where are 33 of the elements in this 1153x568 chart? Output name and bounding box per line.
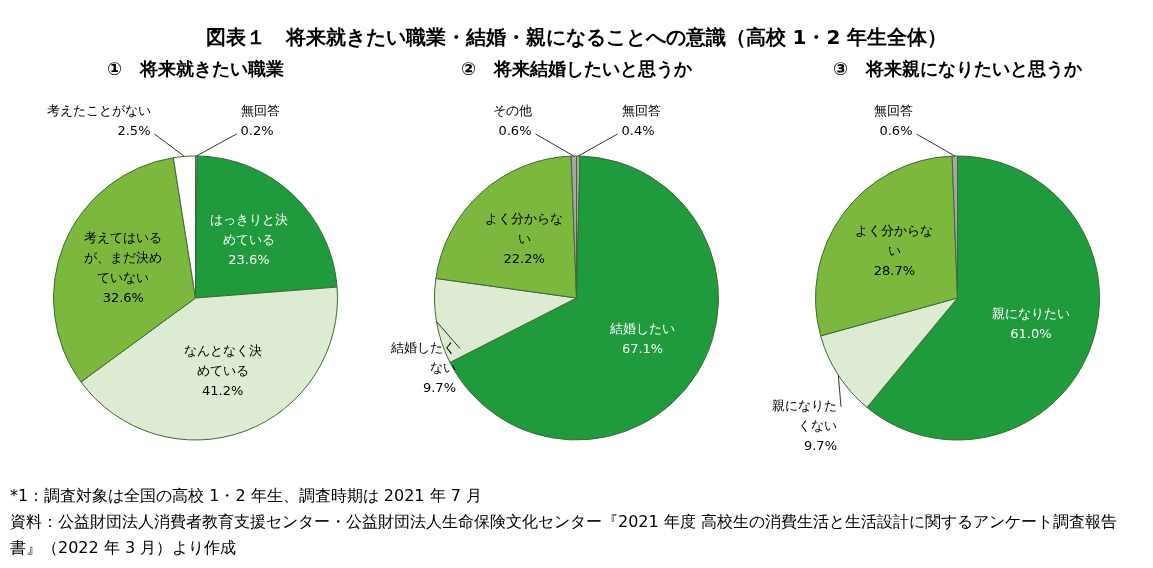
- chart-title: ③ 将来親になりたいと思うか: [831, 57, 1084, 81]
- data-label: 9.7%: [803, 438, 837, 454]
- slice-label: 親になりたくない: [772, 398, 837, 434]
- data-label: 32.6%: [102, 289, 144, 305]
- data-label: 2.5%: [117, 123, 151, 139]
- slice-label: なんとなく決めている: [183, 342, 262, 378]
- data-label: 0.6%: [879, 123, 913, 139]
- slice-label: 無回答: [873, 103, 913, 119]
- slice-label: 親になりたい: [991, 305, 1070, 321]
- data-label: 41.2%: [201, 382, 244, 398]
- data-label: 0.6%: [498, 123, 532, 139]
- slice-label: 考えたことがない: [46, 103, 151, 119]
- slice-label: 無回答: [621, 103, 661, 119]
- data-label: 67.1%: [621, 341, 664, 357]
- data-label: 9.7%: [422, 379, 456, 395]
- data-label: 23.6%: [228, 252, 270, 268]
- slice-label: はっきりと決めている: [209, 212, 288, 248]
- data-label: 61.0%: [1010, 325, 1052, 341]
- chart-title: ① 将来就きたい職業: [105, 57, 286, 81]
- slice-label: よく分からない: [485, 211, 564, 247]
- text: *1：調査対象は全国の高校 1・2 年生、調査時期は 2021 年 7 月: [9, 485, 483, 507]
- slice-label: 考えてはいるが、まだ決めていない: [84, 229, 163, 285]
- slice-label: その他: [492, 103, 532, 119]
- text: 資料：公益財団法人消費者教育支援センター・公益財団法人生命保険文化センター『2021 年度 高校生の消費生活と生活設計に関するアンケート調査報告書』（2022 年 3 月）より作成: [9, 511, 1118, 559]
- slice-label: よく分からない: [855, 223, 934, 259]
- slice-label: 無回答: [240, 103, 280, 119]
- text: 図表１ 将来就きたい職業・結婚・親になることへの意識（高校 1・2 年生全体）: [204, 24, 949, 51]
- data-label: 28.7%: [873, 263, 916, 279]
- chart-title: ② 将来結婚したいと思うか: [459, 57, 694, 81]
- slice-label: 結婚したい: [609, 321, 676, 337]
- data-label: 0.2%: [240, 123, 274, 139]
- data-label: 22.2%: [503, 251, 545, 267]
- data-label: 0.4%: [621, 123, 655, 139]
